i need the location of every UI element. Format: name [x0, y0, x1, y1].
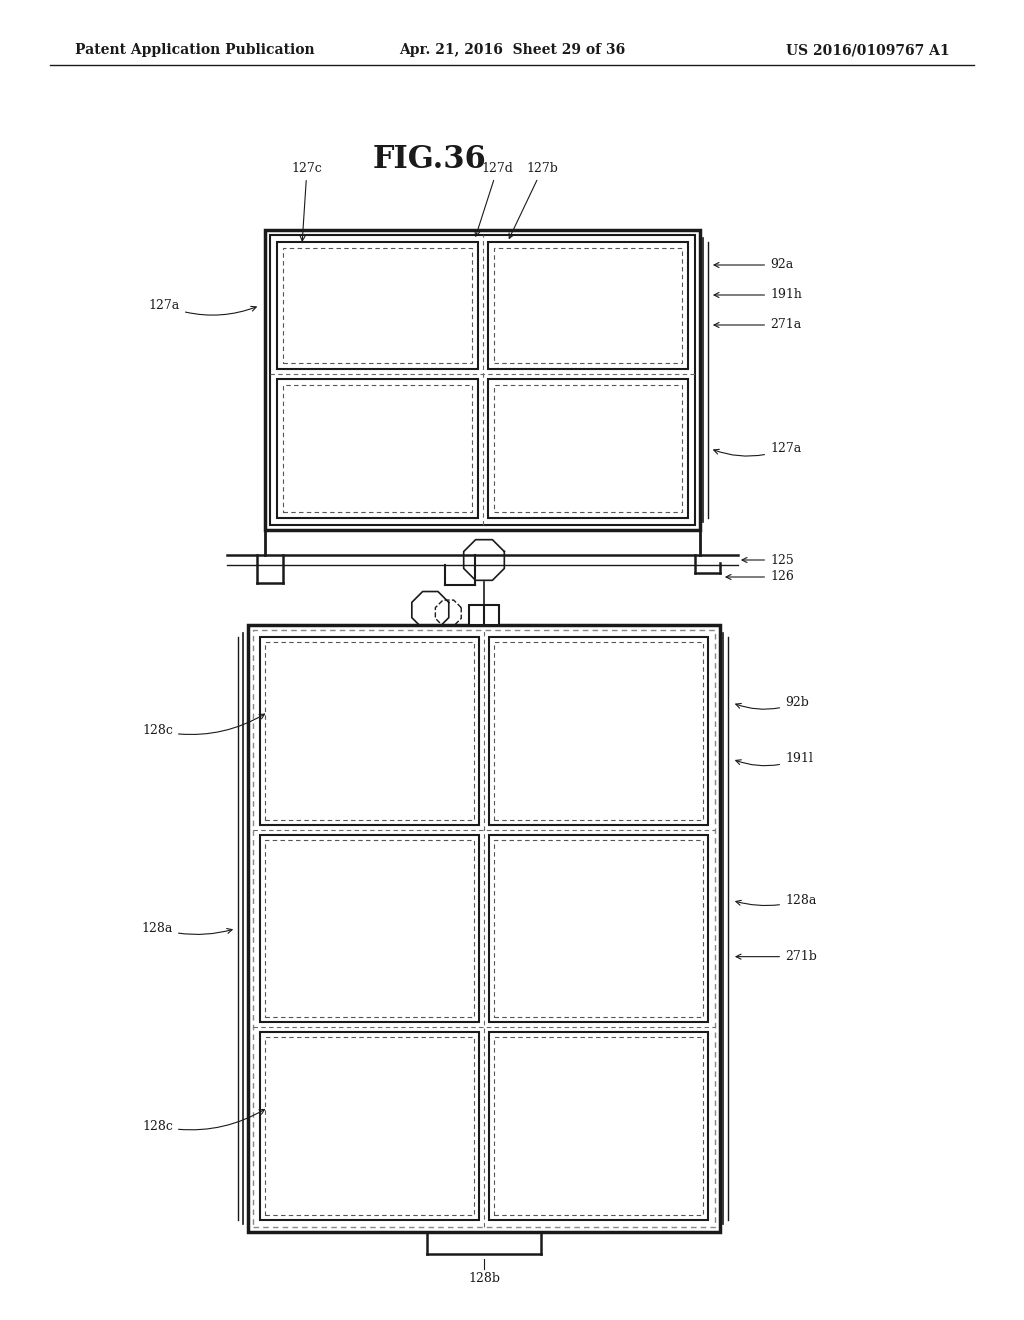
Text: 127c: 127c — [292, 162, 323, 242]
Bar — [489, 1032, 708, 1220]
Text: 127a: 127a — [714, 442, 801, 457]
Bar — [265, 642, 474, 820]
Text: 191h: 191h — [714, 289, 802, 301]
Text: 127a: 127a — [148, 300, 256, 315]
Text: US 2016/0109767 A1: US 2016/0109767 A1 — [786, 44, 950, 57]
Bar — [487, 379, 688, 517]
Bar — [494, 840, 703, 1018]
Bar — [494, 248, 682, 363]
Text: 128a: 128a — [141, 921, 232, 935]
Bar — [260, 638, 479, 825]
Bar — [494, 385, 682, 512]
Text: 128a: 128a — [736, 894, 816, 907]
Bar — [489, 638, 708, 825]
Bar — [494, 1038, 703, 1214]
Bar — [283, 248, 471, 363]
Bar — [278, 242, 477, 370]
Bar — [283, 385, 471, 512]
Text: 271b: 271b — [736, 950, 817, 964]
Bar — [487, 242, 688, 370]
Text: 125: 125 — [742, 553, 794, 566]
Text: 127d: 127d — [475, 162, 513, 236]
Text: 271a: 271a — [714, 318, 801, 331]
Text: FIG.36: FIG.36 — [373, 144, 486, 176]
Text: 127b: 127b — [509, 162, 558, 239]
Bar — [265, 230, 700, 531]
Text: 191l: 191l — [736, 752, 813, 766]
Text: Apr. 21, 2016  Sheet 29 of 36: Apr. 21, 2016 Sheet 29 of 36 — [399, 44, 625, 57]
Text: 128c: 128c — [142, 1110, 264, 1133]
Bar — [265, 840, 474, 1018]
Text: 128c: 128c — [142, 714, 264, 738]
Text: 126: 126 — [726, 570, 794, 583]
Bar — [265, 1038, 474, 1214]
Bar — [278, 379, 477, 517]
Bar — [494, 642, 703, 820]
Bar — [489, 834, 708, 1022]
Bar — [469, 605, 499, 624]
Text: Patent Application Publication: Patent Application Publication — [75, 44, 314, 57]
Text: 92a: 92a — [714, 259, 794, 272]
Bar — [248, 624, 720, 1232]
Bar — [253, 630, 715, 1228]
Bar — [270, 235, 695, 525]
Bar — [260, 834, 479, 1022]
Text: 128b: 128b — [468, 1272, 500, 1284]
Text: 92b: 92b — [736, 696, 809, 709]
Bar — [260, 1032, 479, 1220]
